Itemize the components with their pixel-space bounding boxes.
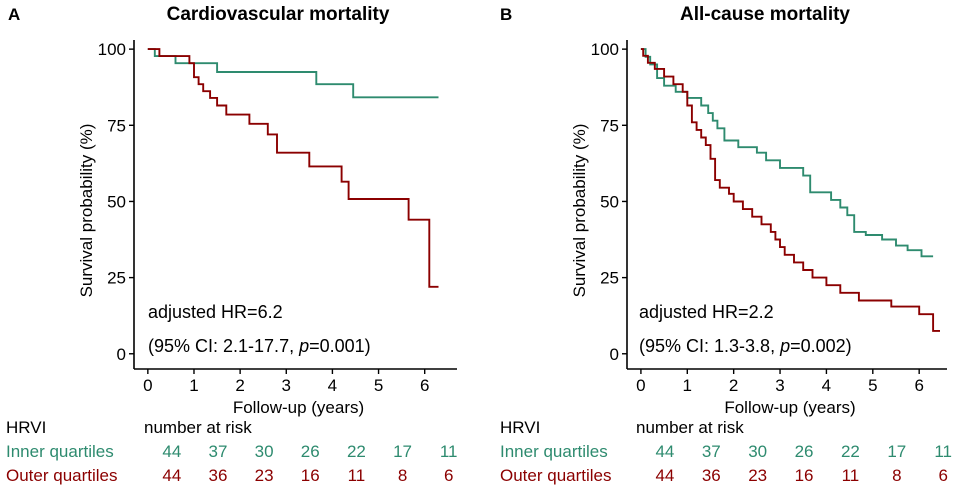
x-tick-label: 5 — [374, 376, 383, 395]
x-tick-label: 4 — [822, 376, 831, 395]
risk-count: 37 — [702, 442, 721, 461]
x-tick-label: 5 — [868, 376, 877, 395]
x-tick-label: 0 — [143, 376, 152, 395]
risk-count: 26 — [301, 442, 320, 461]
panel-letter: B — [500, 5, 512, 24]
x-tick-label: 2 — [235, 376, 244, 395]
y-tick-label: 75 — [600, 116, 619, 135]
series-line-outer-quartiles — [147, 48, 439, 288]
x-axis-title: Follow-up (years) — [233, 398, 364, 417]
series-line-inner-quartiles — [640, 48, 934, 258]
x-tick-label: 1 — [189, 376, 198, 395]
risk-count: 30 — [255, 442, 274, 461]
risk-table-header-label: HRVI — [6, 418, 46, 437]
risk-count: 8 — [398, 466, 407, 485]
risk-count: 44 — [162, 466, 181, 485]
risk-row-label: Outer quartiles — [6, 466, 118, 485]
risk-count: 6 — [444, 466, 453, 485]
risk-table-header-title: number at risk — [636, 418, 744, 437]
risk-row-label: Inner quartiles — [500, 442, 608, 461]
y-tick-label: 100 — [591, 40, 619, 59]
ci-annotation: (95% CI: 2.1-17.7, p=0.001) — [148, 336, 371, 356]
risk-count: 6 — [938, 466, 947, 485]
risk-row-label: Outer quartiles — [500, 466, 612, 485]
x-tick-label: 3 — [775, 376, 784, 395]
risk-count: 11 — [348, 466, 366, 485]
x-tick-label: 3 — [282, 376, 291, 395]
risk-count: 37 — [209, 442, 228, 461]
x-tick-label: 6 — [914, 376, 923, 395]
risk-count: 26 — [795, 442, 814, 461]
x-tick-label: 4 — [328, 376, 337, 395]
risk-count: 16 — [301, 466, 320, 485]
x-axis-title: Follow-up (years) — [724, 398, 855, 417]
y-tick-label: 0 — [117, 345, 126, 364]
risk-count: 44 — [162, 442, 181, 461]
y-axis-title: Survival probability (%) — [77, 124, 96, 298]
risk-count: 8 — [892, 466, 901, 485]
hr-annotation: adjusted HR=6.2 — [148, 302, 283, 322]
series-line-outer-quartiles — [640, 48, 940, 332]
risk-count: 36 — [702, 466, 721, 485]
risk-count: 30 — [748, 442, 767, 461]
chart-title: All-cause mortality — [680, 4, 850, 25]
y-tick-label: 50 — [600, 192, 619, 211]
y-tick-label: 50 — [107, 192, 126, 211]
hr-annotation: adjusted HR=2.2 — [639, 302, 774, 322]
y-tick-label: 25 — [600, 269, 619, 288]
risk-count: 11 — [440, 442, 458, 461]
y-tick-label: 100 — [98, 40, 126, 59]
x-tick-label: 1 — [683, 376, 692, 395]
risk-table-header-label: HRVI — [500, 418, 540, 437]
risk-count: 11 — [934, 442, 952, 461]
series-line-inner-quartiles — [147, 48, 439, 99]
risk-count: 17 — [887, 442, 906, 461]
risk-count: 36 — [209, 466, 228, 485]
panel-letter: A — [8, 5, 20, 24]
chart-title: Cardiovascular mortality — [167, 4, 390, 25]
x-tick-label: 0 — [636, 376, 645, 395]
x-tick-label: 2 — [729, 376, 738, 395]
ci-annotation: (95% CI: 1.3-3.8, p=0.002) — [639, 336, 852, 356]
y-tick-label: 25 — [107, 269, 126, 288]
risk-table-header-title: number at risk — [144, 418, 252, 437]
risk-count: 11 — [842, 466, 860, 485]
risk-count: 44 — [655, 442, 674, 461]
risk-count: 22 — [347, 442, 366, 461]
y-tick-label: 0 — [610, 345, 619, 364]
y-tick-label: 75 — [107, 116, 126, 135]
risk-count: 17 — [393, 442, 412, 461]
risk-count: 22 — [841, 442, 860, 461]
risk-count: 44 — [655, 466, 674, 485]
risk-count: 23 — [255, 466, 274, 485]
risk-row-label: Inner quartiles — [6, 442, 114, 461]
risk-count: 16 — [795, 466, 814, 485]
risk-count: 23 — [748, 466, 767, 485]
y-axis-title: Survival probability (%) — [570, 124, 589, 298]
x-tick-label: 6 — [420, 376, 429, 395]
